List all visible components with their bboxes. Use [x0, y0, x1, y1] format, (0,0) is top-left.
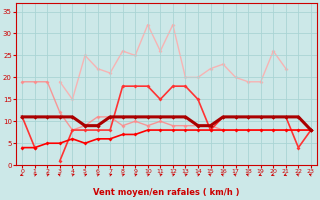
X-axis label: Vent moyen/en rafales ( km/h ): Vent moyen/en rafales ( km/h ) — [93, 188, 240, 197]
